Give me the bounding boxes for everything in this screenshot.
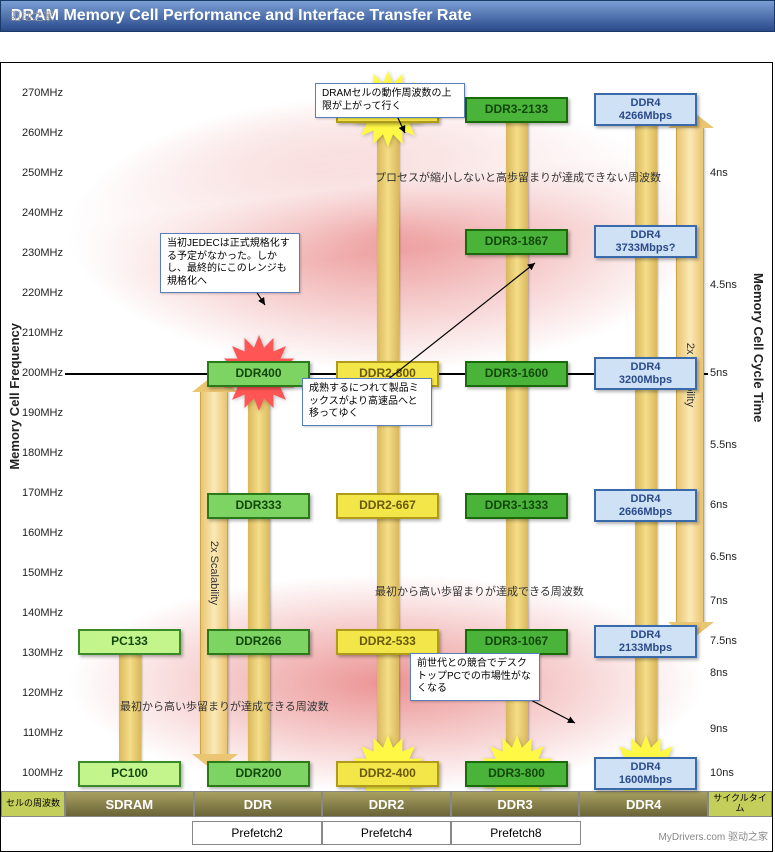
- ytick-left: 270MHz: [22, 87, 63, 99]
- prefetch-cell: Prefetch4: [322, 821, 451, 845]
- ytick-left: 100MHz: [22, 767, 63, 779]
- ytick-right: 7ns: [710, 595, 728, 607]
- column-header-row: セルの周波数 SDRAMDDRDDR2DDR3DDR4 サイクルタイム: [1, 791, 772, 817]
- ytick-right: 5.5ns: [710, 439, 737, 451]
- ytick-left: 130MHz: [22, 647, 63, 659]
- ytick-left: 240MHz: [22, 207, 63, 219]
- ytick-right: 4ns: [710, 167, 728, 179]
- ytick-left: 150MHz: [22, 567, 63, 579]
- ytick-left: 250MHz: [22, 167, 63, 179]
- ytick-left: 230MHz: [22, 247, 63, 259]
- ytick-right: 5ns: [710, 367, 728, 379]
- left-axis-label: Memory Cell Frequency: [7, 323, 22, 470]
- ytick-right: 6ns: [710, 499, 728, 511]
- bottom-right-header: サイクルタイム: [708, 791, 772, 817]
- prefetch-cell: Prefetch8: [451, 821, 580, 845]
- credit-text: MyDrivers.com 驱动之家: [659, 828, 768, 843]
- ytick-left: 190MHz: [22, 407, 63, 419]
- ytick-left: 110MHz: [23, 727, 63, 739]
- ytick-right: 6.5ns: [710, 551, 737, 563]
- column-header: DDR4: [579, 791, 708, 817]
- callout-box: 成熟するにつれて製品ミックスがより高速品へと移ってゆく: [302, 378, 432, 426]
- ytick-right: 8ns: [710, 667, 728, 679]
- ytick-left: 260MHz: [22, 127, 63, 139]
- column-header: DDR: [194, 791, 323, 817]
- prefetch-row: Prefetch2Prefetch4Prefetch8: [65, 821, 708, 845]
- ytick-left: 210MHz: [22, 327, 63, 339]
- plot-area: 2x Scalability2x ScalabilityPC100PC133DD…: [65, 73, 708, 791]
- page-title: DRAM Memory Cell Performance and Interfa…: [0, 0, 775, 32]
- callout-box: DRAMセルの動作周波数の上限が上がって行く: [315, 83, 465, 118]
- ytick-left: 140MHz: [22, 607, 63, 619]
- ytick-left: 120MHz: [22, 687, 63, 699]
- ytick-left: 200MHz: [22, 367, 63, 379]
- prefetch-cell: Prefetch2: [192, 821, 321, 845]
- callout-box: 当初JEDECは正式規格化する予定がなかった。しかし、最終的にこのレンジも規格化…: [160, 233, 300, 293]
- bottom-left-header: セルの周波数: [1, 791, 65, 817]
- callout-box: 前世代との競合でデスクトップPCでの市場性がなくなる: [410, 653, 540, 701]
- ytick-left: 170MHz: [22, 487, 63, 499]
- callout-arrow: [65, 73, 710, 793]
- right-axis-label: Memory Cell Cycle Time: [751, 273, 766, 422]
- prefetch-cell: [65, 821, 192, 845]
- column-header: SDRAM: [65, 791, 194, 817]
- chart-frame: 270MHz 260MHz 250MHz 240MHz 230MHz 220MHz 210M…: [0, 62, 773, 852]
- watermark-text: 驱动之家: [10, 8, 54, 24]
- ytick-right: 7.5ns: [710, 635, 737, 647]
- ytick-right: 4.5ns: [710, 279, 737, 291]
- column-header: DDR3: [451, 791, 580, 817]
- column-header: DDR2: [322, 791, 451, 817]
- ytick-right: 10ns: [710, 767, 734, 779]
- ytick-left: 180MHz: [22, 447, 63, 459]
- ytick-left: 220MHz: [22, 287, 63, 299]
- ytick-left: 160MHz: [22, 527, 63, 539]
- ytick-right: 9ns: [710, 723, 728, 735]
